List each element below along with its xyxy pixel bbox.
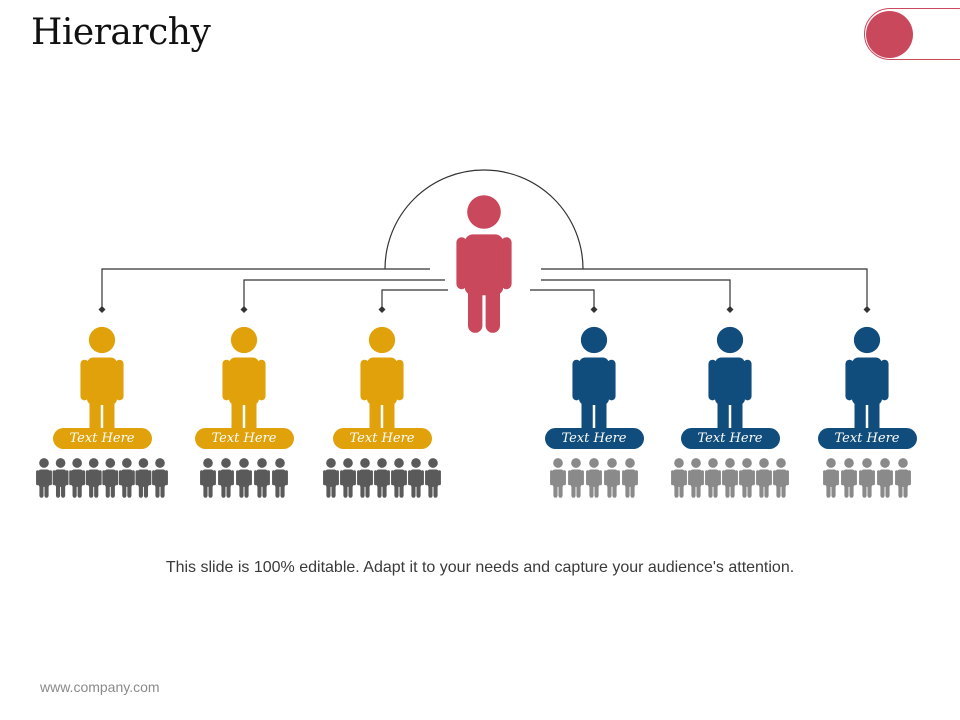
team-group-icon (671, 458, 789, 498)
team-person-icon (52, 458, 69, 498)
branch-label: Text Here (52, 428, 152, 449)
team-person-icon (218, 458, 234, 498)
member-person-icon (708, 326, 752, 435)
team-person-icon (688, 458, 704, 498)
connector-node (240, 306, 248, 313)
team-person-icon (722, 458, 738, 498)
team-person-icon (391, 458, 407, 498)
team-person-icon (374, 458, 390, 498)
branch-label: Text Here (332, 428, 432, 449)
leader-person-icon (456, 195, 512, 333)
team-group-icon (36, 458, 168, 498)
branch-label: Text Here (544, 428, 644, 449)
team-person-icon (568, 458, 584, 498)
team-person-icon (236, 458, 252, 498)
team-person-icon (823, 458, 839, 498)
member-person-icon (572, 326, 616, 435)
team-person-icon (877, 458, 893, 498)
team-person-icon (895, 458, 911, 498)
team-person-icon (36, 458, 52, 498)
branch-label: Text Here (194, 428, 294, 449)
leader-arc (384, 169, 584, 270)
footer-url: www.company.com (40, 679, 160, 695)
team-person-icon (859, 458, 875, 498)
team-person-icon (152, 458, 168, 498)
team-person-icon (622, 458, 638, 498)
team-person-icon (323, 458, 339, 498)
member-person-icon (80, 326, 124, 435)
team-person-icon (254, 458, 270, 498)
team-person-icon (773, 458, 789, 498)
team-person-icon (425, 458, 441, 498)
team-person-icon (357, 458, 373, 498)
team-person-icon (200, 458, 216, 498)
connector-line (381, 289, 448, 308)
connector-line (541, 268, 868, 308)
connector-node (863, 306, 871, 313)
team-person-icon (408, 458, 424, 498)
team-group-icon (550, 458, 638, 498)
team-person-icon (135, 458, 152, 498)
team-person-icon (550, 458, 566, 498)
team-person-icon (118, 458, 135, 498)
slide-title: Hierarchy (31, 12, 211, 53)
team-person-icon (739, 458, 755, 498)
team-person-icon (705, 458, 721, 498)
team-person-icon (756, 458, 772, 498)
branch-label: Text Here (680, 428, 780, 449)
team-person-icon (69, 458, 86, 498)
member-person-icon (360, 326, 404, 435)
connector-line (541, 279, 731, 308)
team-person-icon (671, 458, 687, 498)
connector-node (98, 306, 106, 313)
team-person-icon (604, 458, 620, 498)
connector-node (726, 306, 734, 313)
team-group-icon (200, 458, 288, 498)
connector-line (243, 279, 445, 308)
connector-line (101, 268, 430, 308)
slide-caption: This slide is 100% editable. Adapt it to… (165, 559, 795, 576)
branch-label: Text Here (817, 428, 917, 449)
team-person-icon (272, 458, 288, 498)
team-group-icon (323, 458, 441, 498)
team-person-icon (340, 458, 356, 498)
corner-dot-icon (866, 11, 913, 58)
connector-line (530, 289, 595, 308)
team-group-icon (823, 458, 911, 498)
team-person-icon (841, 458, 857, 498)
member-person-icon (845, 326, 889, 435)
team-person-icon (85, 458, 102, 498)
team-person-icon (586, 458, 602, 498)
connector-node (378, 306, 386, 313)
connector-node (590, 306, 598, 313)
team-person-icon (102, 458, 119, 498)
member-person-icon (222, 326, 266, 435)
